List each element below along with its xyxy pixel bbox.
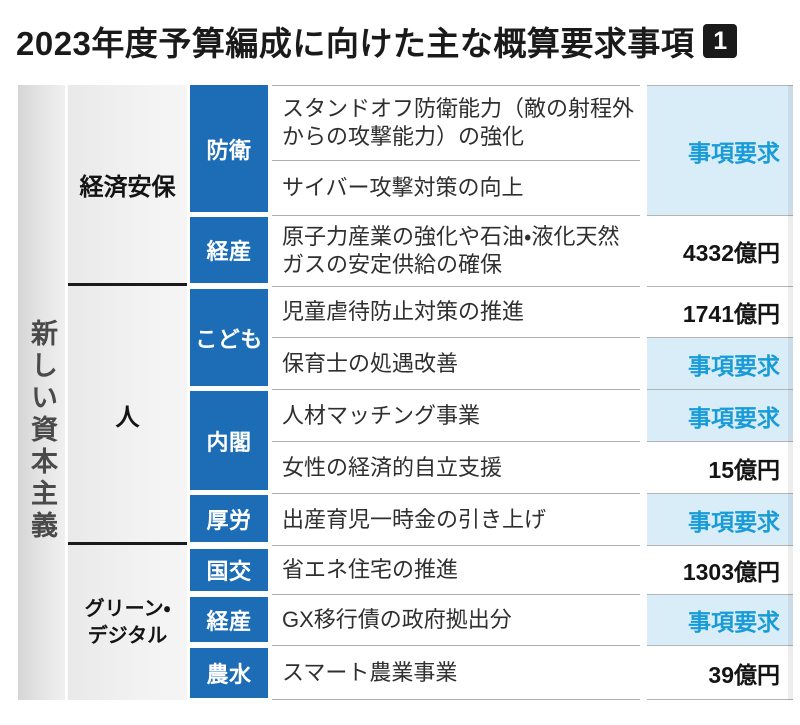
item-text: 出産育児一時金の引き上げ [282,506,547,532]
value-text: 事項要求 [688,508,780,535]
item-text: 児童虐待防止対策の推進 [282,299,525,325]
value-cell-request: 事項要求 [647,594,793,645]
group-cell-green-digital: グリーン・ デジタル [68,545,187,700]
category-column: 新しい資本主義 [18,85,65,700]
item-cell-childcare-pay: 保育士の処遇改善 [272,337,640,389]
group-label: グリーン・ デジタル [85,596,171,650]
ministry-badge-mlit: 国交 [190,549,268,591]
item-text: 保育士の処遇改善 [282,350,459,376]
value-text: 1303億円 [682,559,780,585]
ministry-badge-cabinet: 内閣 [190,391,268,490]
value-column-edge-shade [788,85,793,700]
group-cell-economic-security: 経済安保 [68,85,187,283]
value-cell-request: 事項要求 [647,493,793,545]
ministry-label: 経産 [206,608,252,634]
item-text: 女性の経済的自立支援 [282,454,503,480]
value-cell-amount: 1303億円 [647,545,793,594]
ministry-label: 防衛 [206,137,252,163]
value-cell-defense-request: 事項要求 [647,85,793,215]
ministry-badge-meti: 経産 [190,217,268,283]
item-cell-women-support: 女性の経済的自立支援 [272,441,640,493]
value-text: 4332億円 [682,240,780,266]
value-text: 事項要求 [688,609,780,635]
item-cell-child-abuse: 児童虐待防止対策の推進 [272,286,640,337]
ministry-label: 経産 [206,239,252,264]
ministry-badge-defense: 防衛 [190,85,268,212]
group-label: 経済安保 [79,173,176,201]
item-text: スタンドオフ防衛能力（敵の射程外からの攻撃能力）の強化 [282,96,635,149]
value-cell-amount: 15億円 [647,441,793,493]
ministry-label: こども [195,326,263,352]
ministry-badge-meti-2: 経産 [190,597,268,642]
title-number-badge: 1 [703,24,738,58]
value-text: 15億円 [708,456,780,483]
item-cell-gx-bonds: GX移行債の政府拠出分 [272,594,640,645]
value-text: 事項要求 [688,404,780,431]
ministry-label: 農水 [206,662,252,687]
value-text: 事項要求 [688,352,780,379]
page-title: 2023年度予算編成に向けた主な概算要求事項 1 [16,20,738,62]
ministry-label: 厚労 [206,507,252,533]
value-cell-amount: 4332億円 [647,215,793,286]
item-cell-cyber: サイバー攻撃対策の向上 [272,160,640,215]
item-text: 人材マッチング事業 [282,402,481,428]
value-text: 事項要求 [688,139,780,166]
value-cell-request: 事項要求 [647,389,793,441]
ministry-badge-mhlw: 厚労 [190,495,268,542]
group-label-line1: グリーン・ [84,597,171,620]
item-cell-nuclear-energy: 原子力産業の強化や石油・液化天然ガスの安定供給の確保 [272,215,640,286]
group-cell-people: 人 [68,286,187,542]
item-cell-eco-housing: 省エネ住宅の推進 [272,545,640,594]
item-text: GX移行債の政府拠出分 [282,607,512,633]
ministry-badge-maff: 農水 [190,648,268,698]
group-label-line2: デジタル [87,624,168,647]
item-text: サイバー攻撃対策の向上 [282,175,524,201]
item-cell-smart-agri: スマート農業事業 [272,645,640,700]
page-title-text: 2023年度予算編成に向けた主な概算要求事項 [16,25,695,62]
group-divider-line [68,542,187,545]
ministry-label: 国交 [206,559,252,584]
item-text: 省エネ住宅の推進 [282,557,459,583]
item-text: スマート農業事業 [282,659,458,685]
value-cell-request: 事項要求 [647,337,793,389]
value-text: 39億円 [708,661,780,688]
ministry-badge-children: こども [190,289,268,386]
item-cell-childbirth-lump: 出産育児一時金の引き上げ [272,493,640,545]
value-text: 1741億円 [682,301,780,327]
item-text: 原子力産業の強化や石油・液化天然ガスの安定供給の確保 [282,224,620,277]
item-cell-job-matching: 人材マッチング事業 [272,389,640,441]
item-cell-standoff: スタンドオフ防衛能力（敵の射程外からの攻撃能力）の強化 [272,85,640,160]
ministry-label: 内閣 [206,429,252,455]
group-label: 人 [115,403,140,431]
value-cell-amount: 39億円 [647,645,793,700]
category-label: 新しい資本主義 [27,318,57,543]
group-divider-line [68,283,187,286]
value-cell-amount: 1741億円 [647,286,793,337]
